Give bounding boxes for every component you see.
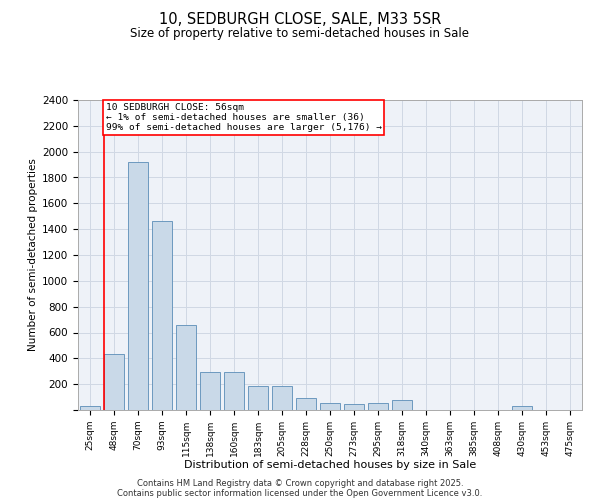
Text: 10, SEDBURGH CLOSE, SALE, M33 5SR: 10, SEDBURGH CLOSE, SALE, M33 5SR	[159, 12, 441, 28]
Bar	[104, 354, 124, 410]
Text: Contains public sector information licensed under the Open Government Licence v3: Contains public sector information licen…	[118, 488, 482, 498]
Bar	[224, 372, 244, 410]
Bar	[512, 406, 532, 410]
Bar	[80, 406, 100, 410]
Text: 10 SEDBURGH CLOSE: 56sqm
← 1% of semi-detached houses are smaller (36)
99% of se: 10 SEDBURGH CLOSE: 56sqm ← 1% of semi-de…	[106, 102, 382, 132]
Bar	[320, 403, 340, 410]
Y-axis label: Number of semi-detached properties: Number of semi-detached properties	[28, 158, 38, 352]
Bar	[392, 400, 412, 410]
Bar	[200, 372, 220, 410]
Bar	[344, 404, 364, 410]
Bar	[248, 386, 268, 410]
Bar	[272, 386, 292, 410]
Text: Contains HM Land Registry data © Crown copyright and database right 2025.: Contains HM Land Registry data © Crown c…	[137, 478, 463, 488]
Bar	[176, 325, 196, 410]
Bar	[368, 403, 388, 410]
Bar	[152, 222, 172, 410]
Bar	[128, 162, 148, 410]
X-axis label: Distribution of semi-detached houses by size in Sale: Distribution of semi-detached houses by …	[184, 460, 476, 470]
Bar	[296, 398, 316, 410]
Text: Size of property relative to semi-detached houses in Sale: Size of property relative to semi-detach…	[131, 28, 470, 40]
